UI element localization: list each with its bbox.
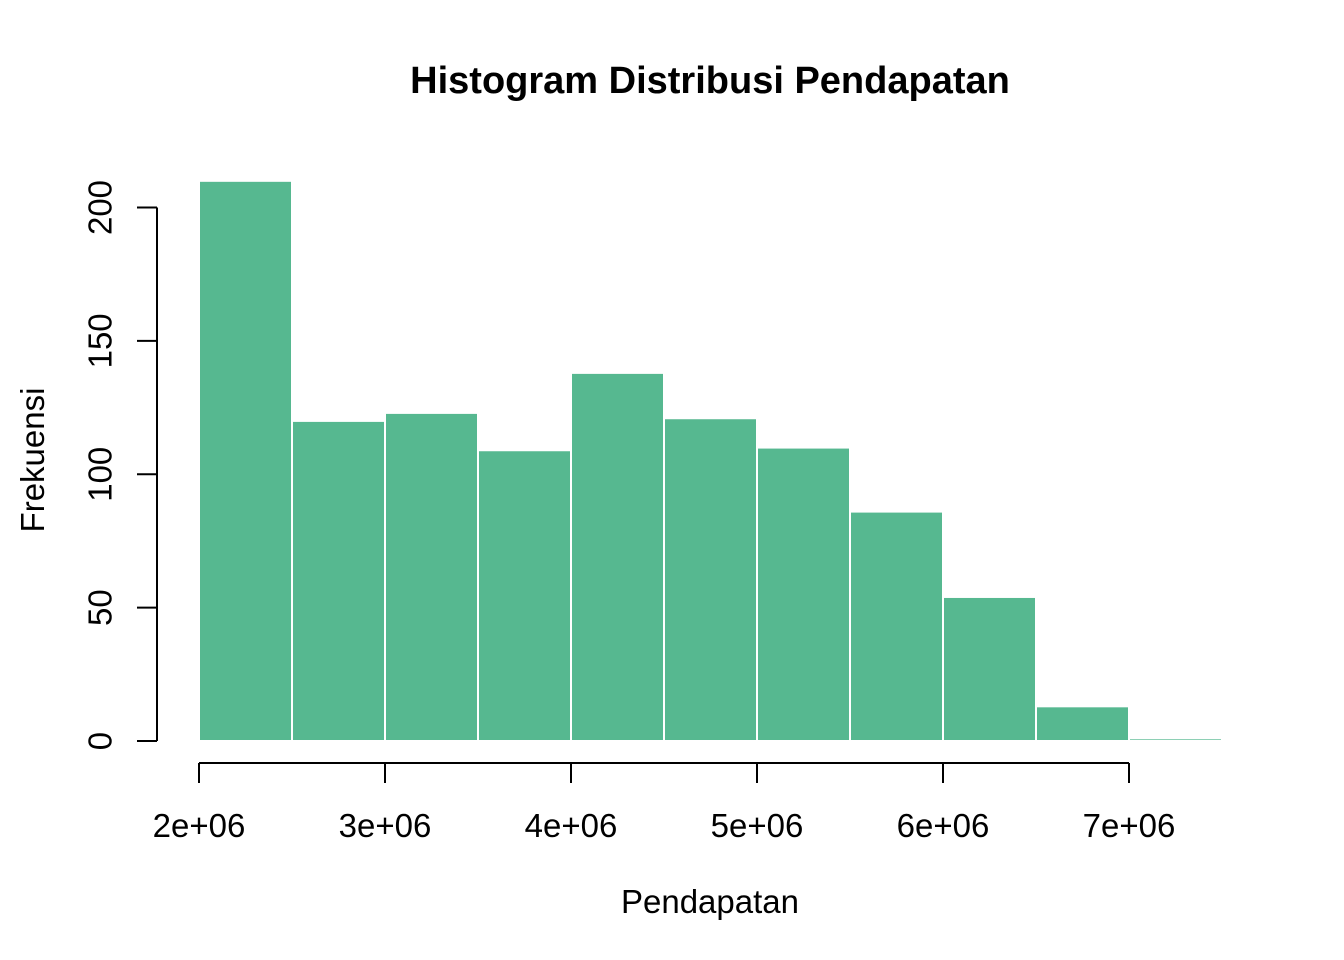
x-tick-label: 7e+06: [1083, 807, 1176, 844]
y-tick-label: 50: [82, 589, 119, 626]
histogram-bar-7: [756, 446, 851, 742]
y-tick-label: 100: [82, 447, 119, 502]
histogram-bar-10: [1035, 705, 1130, 743]
x-tick-label: 2e+06: [153, 807, 246, 844]
histogram-bar-11: [1128, 737, 1223, 743]
histogram-bar-2: [291, 419, 386, 742]
y-tick-label: 150: [82, 313, 119, 368]
histogram-bar-9: [942, 595, 1037, 743]
histogram-bar-8: [849, 510, 944, 742]
histogram-bar-4: [477, 449, 572, 742]
histogram-bar-3: [384, 411, 479, 742]
y-tick-label: 0: [82, 732, 119, 750]
histogram-bar-1: [198, 179, 293, 742]
histogram-bar-6: [663, 417, 758, 742]
x-tick-label: 4e+06: [525, 807, 618, 844]
histogram-bar-5: [570, 371, 665, 742]
x-axis-label: Pendapatan: [620, 883, 800, 920]
y-tick-label: 200: [82, 180, 119, 235]
x-tick-label: 6e+06: [897, 807, 990, 844]
x-tick-label: 5e+06: [711, 807, 804, 844]
x-tick-label: 3e+06: [339, 807, 432, 844]
chart-title: Histogram Distribusi Pendapatan: [410, 60, 1010, 102]
